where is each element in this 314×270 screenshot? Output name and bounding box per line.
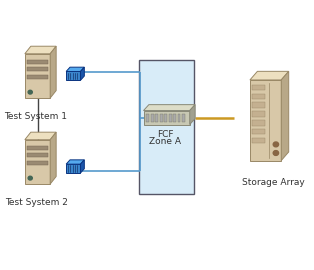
Polygon shape [80, 67, 84, 80]
Bar [252, 94, 265, 99]
Polygon shape [190, 105, 195, 124]
Bar [27, 67, 48, 72]
Bar [25, 54, 50, 98]
Bar [151, 114, 154, 122]
Polygon shape [80, 160, 84, 173]
Polygon shape [25, 46, 56, 54]
Bar [66, 164, 80, 173]
Polygon shape [66, 67, 84, 72]
Bar [139, 60, 194, 194]
Bar [66, 72, 80, 80]
Bar [27, 153, 48, 157]
Text: Storage Array: Storage Array [242, 178, 305, 187]
Circle shape [273, 151, 279, 156]
Text: Test System 1: Test System 1 [4, 112, 68, 121]
Bar [252, 129, 265, 134]
Text: FCF: FCF [157, 130, 173, 139]
Bar [160, 114, 163, 122]
Bar [25, 140, 50, 184]
Bar [178, 114, 181, 122]
Text: Zone A: Zone A [149, 137, 181, 146]
Polygon shape [50, 46, 56, 98]
Polygon shape [143, 105, 195, 110]
Bar [252, 103, 265, 108]
Polygon shape [50, 132, 56, 184]
Bar [27, 60, 48, 64]
Circle shape [273, 142, 279, 147]
Bar [252, 85, 265, 90]
Polygon shape [66, 160, 84, 164]
Polygon shape [281, 71, 289, 161]
Bar [27, 75, 48, 79]
Bar [173, 114, 176, 122]
Polygon shape [25, 132, 56, 140]
Bar [250, 80, 281, 161]
Bar [169, 114, 171, 122]
Bar [27, 161, 48, 165]
Bar [252, 120, 265, 126]
Circle shape [28, 176, 32, 180]
Bar [155, 114, 158, 122]
Bar [252, 138, 265, 143]
Bar [252, 111, 265, 117]
Bar [165, 114, 167, 122]
Bar [182, 114, 185, 122]
Circle shape [28, 90, 32, 94]
Bar [27, 146, 48, 150]
Bar [143, 110, 190, 124]
Polygon shape [250, 71, 289, 80]
Text: Test System 2: Test System 2 [5, 198, 68, 207]
Bar [147, 114, 149, 122]
